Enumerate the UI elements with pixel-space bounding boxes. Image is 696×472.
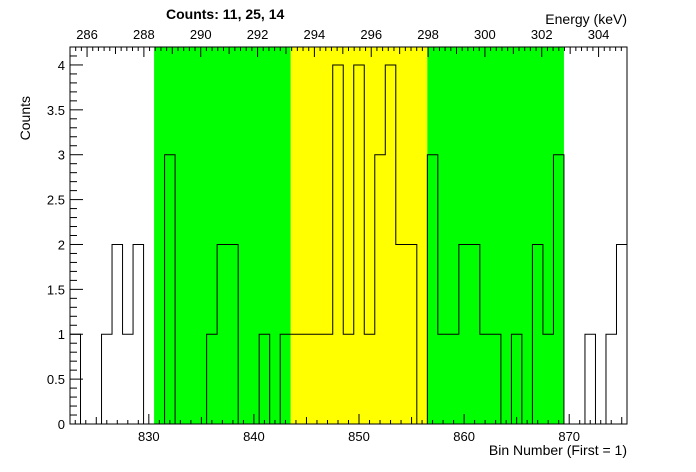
x2-tick-label: 290 (190, 27, 212, 42)
x2-tick-label: 302 (531, 27, 553, 42)
x2-tick-label: 286 (76, 27, 98, 42)
x-tick-label: 870 (558, 429, 580, 444)
shaded-regions (154, 47, 564, 424)
y-tick-label: 3 (58, 148, 65, 163)
y-axis-title: Counts (17, 96, 33, 140)
y-tick-label: 4 (58, 58, 65, 73)
x2-tick-label: 304 (588, 27, 610, 42)
chart-title: Counts: 11, 25, 14 (166, 6, 284, 22)
x-tick-label: 830 (138, 429, 160, 444)
y-tick-label: 0.5 (47, 372, 65, 387)
shaded-region-1 (154, 47, 291, 424)
x-axis-ticks: 830 840 850 860 870 (74, 414, 623, 444)
y-tick-label: 2.5 (47, 193, 65, 208)
x2-tick-label: 292 (247, 27, 269, 42)
x-axis-title: Bin Number (First = 1) (489, 442, 627, 458)
y-tick-label: 2 (58, 237, 65, 252)
shaded-region-2 (290, 47, 428, 424)
x-tick-label: 860 (453, 429, 475, 444)
x2-axis-ticks: 286 288 290 292 294 296 298 300 302 304 (69, 27, 628, 57)
x2-axis-title: Energy (keV) (545, 11, 627, 27)
x2-tick-label: 294 (304, 27, 326, 42)
x-tick-label: 850 (348, 429, 370, 444)
x2-tick-label: 298 (417, 27, 439, 42)
y-tick-label: 1 (58, 327, 65, 342)
y-tick-label: 3.5 (47, 103, 65, 118)
y-tick-label: 1.5 (47, 282, 65, 297)
x2-tick-label: 300 (474, 27, 496, 42)
x2-tick-label: 296 (360, 27, 382, 42)
shaded-region-3 (427, 47, 564, 424)
x-tick-label: 840 (243, 429, 265, 444)
y-tick-label: 0 (58, 417, 65, 432)
y-axis-ticks: 0 0.5 1 1.5 2 2.5 3 3.5 4 (47, 46, 83, 432)
x2-tick-label: 288 (133, 27, 155, 42)
